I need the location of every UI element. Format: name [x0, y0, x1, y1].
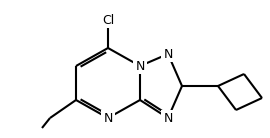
Text: N: N — [163, 112, 173, 124]
Text: N: N — [163, 47, 173, 60]
Text: N: N — [135, 59, 145, 72]
Text: Cl: Cl — [102, 14, 114, 26]
Text: N: N — [103, 112, 113, 124]
